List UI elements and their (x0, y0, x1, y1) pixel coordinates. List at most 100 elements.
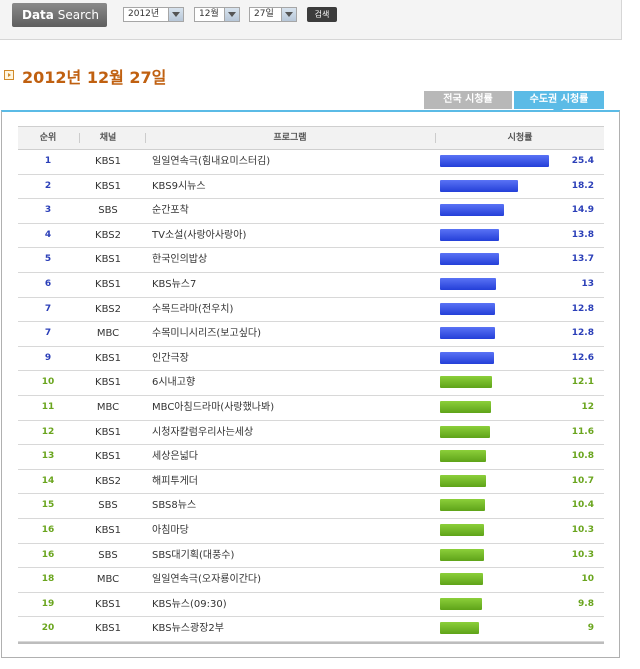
row-rating: 12.8 (571, 328, 594, 339)
table-row: 9 KBS1 인간극장 12.6 (18, 347, 604, 372)
row-rank: 1 (44, 156, 52, 166)
row-program[interactable]: 일일연속극(오자룡이간다) (152, 574, 262, 586)
header-channel: 채널 (99, 133, 117, 143)
row-rank: 16 (41, 525, 55, 535)
row-rating: 11.6 (571, 426, 594, 437)
rating-bar (440, 228, 500, 241)
row-program[interactable]: 인간극장 (152, 352, 189, 364)
row-rank: 13 (41, 451, 55, 462)
table-row: 7 MBC 수목미니시리즈(보고싶다) 12.8 (18, 322, 604, 347)
row-program[interactable]: KBS뉴스(09:30) (152, 598, 227, 610)
header-rating: 시청률 (507, 133, 533, 143)
row-rating: 12.1 (571, 377, 594, 388)
row-rating: 10 (581, 574, 594, 585)
search-toolbar: Data Search 2012년 12월 27일 검색 (0, 0, 622, 40)
row-rank: 11 (41, 402, 55, 412)
chevron-down-icon (281, 8, 296, 21)
search-button[interactable]: 검색 (307, 7, 337, 22)
rating-bar (440, 351, 495, 364)
row-program[interactable]: 해피투게더 (152, 475, 198, 487)
row-rank: 20 (41, 623, 55, 634)
row-rating: 9.8 (578, 598, 594, 609)
rating-bar (440, 401, 492, 413)
row-program[interactable]: SBS8뉴스 (152, 500, 197, 512)
table-row: 20 KBS1 KBS뉴스광장2부 9 (18, 617, 604, 642)
tab-capital-area-rating[interactable]: 수도권 시청률 (514, 91, 604, 109)
row-rank: 4 (44, 229, 52, 240)
row-program[interactable]: 시청자칼럼우리사는세상 (152, 426, 254, 438)
row-rating: 9 (587, 623, 594, 634)
header-rank: 순위 (39, 133, 57, 143)
row-program[interactable]: 일일연속극(힘내요미스터김) (152, 156, 271, 167)
row-rank: 9 (44, 352, 52, 363)
row-rank: 14 (41, 475, 55, 486)
table-row: 2 KBS1 KBS9시뉴스 18.2 (18, 175, 604, 200)
table-row: 14 KBS2 해피투게더 10.7 (18, 470, 604, 495)
row-channel: KBS1 (95, 598, 121, 610)
row-program[interactable]: 수목미니시리즈(보고싶다) (152, 328, 262, 340)
row-channel: MBC (96, 574, 120, 586)
row-rating: 18.2 (571, 180, 594, 191)
row-program[interactable]: 6시내고향 (152, 377, 196, 389)
row-rating: 10.3 (571, 525, 594, 535)
row-channel: KBS1 (95, 180, 121, 192)
table-row: 12 KBS1 시청자칼럼우리사는세상 11.6 (18, 421, 604, 446)
rating-bar (440, 327, 495, 340)
rating-bar (440, 278, 496, 290)
table-row: 10 KBS1 6시내고향 12.1 (18, 371, 604, 396)
row-program[interactable]: KBS9시뉴스 (152, 180, 206, 192)
header-program: 프로그램 (273, 133, 307, 143)
row-channel: MBC (96, 402, 120, 413)
logo-bold-text: Data (22, 8, 54, 22)
row-rating: 12.8 (571, 303, 594, 314)
row-program[interactable]: KBS뉴스7 (152, 279, 197, 290)
rating-bar (440, 597, 483, 610)
row-channel: KBS1 (95, 352, 121, 364)
row-rank: 7 (44, 303, 52, 314)
rating-bar (440, 548, 485, 561)
row-program[interactable]: SBS대기획(대풍수) (152, 549, 235, 561)
row-program[interactable]: MBC아침드라마(사랑했나봐) (152, 402, 275, 413)
tab-nationwide-rating[interactable]: 전국 시청률 (424, 91, 512, 109)
table-row: 13 KBS1 세상은넓다 10.8 (18, 445, 604, 470)
row-rank: 6 (44, 279, 52, 289)
row-channel: KBS1 (95, 426, 121, 438)
chevron-down-icon (168, 8, 183, 21)
rating-bar (440, 450, 487, 463)
table-row: 16 KBS1 아침마당 10.3 (18, 519, 604, 544)
row-channel: KBS1 (95, 254, 121, 266)
row-channel: SBS (98, 549, 118, 561)
table-row: 3 SBS 순간포착 14.9 (18, 199, 604, 224)
row-program[interactable]: 순간포착 (152, 205, 189, 217)
rating-bar (440, 425, 490, 438)
row-rating: 13.8 (571, 229, 594, 240)
header-divider (79, 133, 80, 143)
row-program[interactable]: 수목드라마(전우치) (152, 303, 234, 315)
row-channel: KBS2 (95, 229, 121, 241)
rating-bar (440, 474, 486, 487)
row-channel: KBS2 (95, 475, 121, 487)
date-marker-icon (4, 70, 14, 80)
table-row: 1 KBS1 일일연속극(힘내요미스터김) 25.4 (18, 150, 604, 175)
row-rating: 10.7 (571, 475, 594, 486)
row-channel: MBC (96, 328, 120, 340)
row-program[interactable]: 한국인의밥상 (152, 254, 208, 266)
row-program[interactable]: KBS뉴스광장2부 (152, 623, 224, 635)
row-channel: KBS2 (95, 303, 121, 315)
month-select[interactable]: 12월 (194, 7, 240, 22)
row-rank: 7 (44, 328, 52, 339)
header-divider (145, 133, 146, 143)
row-rating: 10.3 (571, 549, 594, 560)
row-rank: 18 (41, 574, 55, 585)
year-select-value: 2012년 (128, 9, 160, 19)
year-select[interactable]: 2012년 (123, 7, 184, 22)
row-rating: 13.7 (571, 254, 594, 265)
row-program[interactable]: TV소설(사랑아사랑아) (152, 229, 247, 241)
row-program[interactable]: 아침마당 (152, 525, 189, 536)
table-bottom-border (18, 642, 604, 644)
row-program[interactable]: 세상은넓다 (152, 451, 198, 463)
header-divider (435, 133, 436, 143)
table-row: 6 KBS1 KBS뉴스7 13 (18, 273, 604, 298)
row-channel: KBS1 (95, 451, 121, 463)
day-select[interactable]: 27일 (249, 7, 297, 22)
